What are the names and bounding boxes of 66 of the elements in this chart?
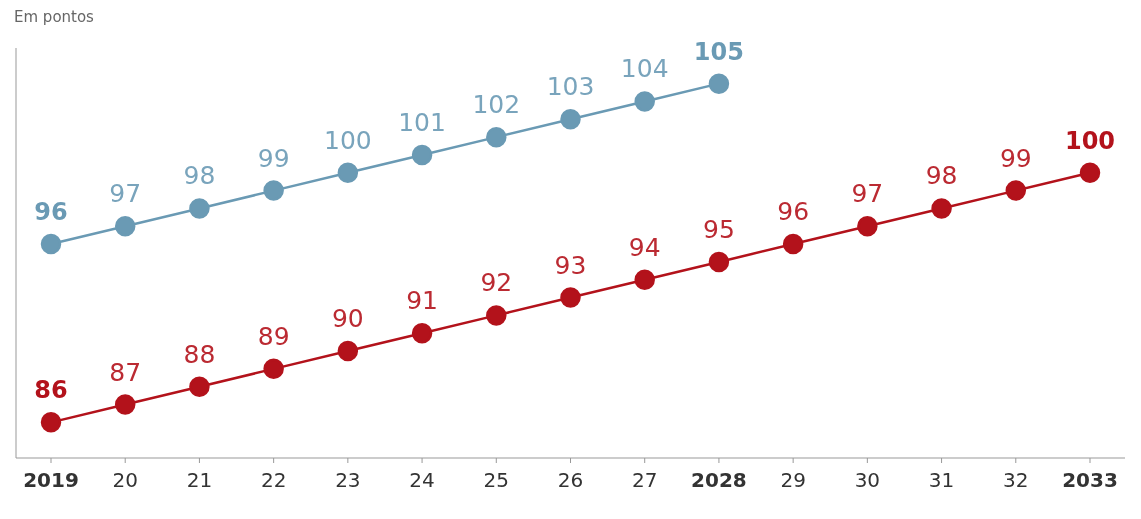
x-tick-label: 31 bbox=[928, 468, 955, 492]
data-label: 86 bbox=[34, 376, 68, 405]
x-tick-label: 27 bbox=[631, 468, 658, 492]
data-label: 98 bbox=[925, 161, 958, 191]
point bbox=[114, 216, 136, 237]
data-label: 101 bbox=[398, 107, 446, 137]
point bbox=[560, 287, 581, 308]
data-label: 93 bbox=[554, 250, 587, 280]
data-label: 96 bbox=[34, 198, 68, 227]
point bbox=[189, 198, 210, 219]
data-label: 105 bbox=[693, 37, 744, 66]
point bbox=[411, 322, 433, 344]
data-label: 103 bbox=[546, 72, 595, 102]
point bbox=[1079, 162, 1101, 184]
x-tick-label: 20 bbox=[112, 468, 138, 492]
x-tick-label: 22 bbox=[260, 468, 287, 492]
data-label: 104 bbox=[620, 54, 669, 84]
point bbox=[40, 412, 62, 433]
point bbox=[708, 73, 730, 94]
data-label: 102 bbox=[472, 90, 521, 120]
point bbox=[263, 358, 284, 380]
x-tick-label: 29 bbox=[780, 468, 806, 492]
data-label: 98 bbox=[183, 161, 216, 191]
point bbox=[1005, 180, 1027, 201]
point bbox=[114, 394, 136, 415]
x-tick-label: 21 bbox=[186, 468, 213, 492]
point bbox=[634, 91, 655, 112]
y-axis-title: Em pontos bbox=[14, 8, 94, 26]
x-tick-label: 2028 bbox=[691, 468, 747, 492]
data-label: 97 bbox=[851, 179, 884, 209]
data-label: 91 bbox=[406, 286, 438, 316]
data-label: 89 bbox=[257, 321, 290, 351]
data-label: 100 bbox=[324, 125, 372, 155]
x-tick-label: 25 bbox=[483, 468, 510, 492]
x-tick-label: 2019 bbox=[23, 468, 79, 492]
point bbox=[708, 251, 730, 273]
point bbox=[411, 144, 433, 166]
data-label: 97 bbox=[109, 179, 142, 209]
point bbox=[486, 126, 507, 148]
x-tick-label: 32 bbox=[1003, 468, 1029, 492]
point bbox=[634, 269, 655, 290]
x-tick-label: 26 bbox=[557, 468, 584, 492]
data-label: 99 bbox=[999, 143, 1032, 173]
data-label: 96 bbox=[777, 197, 810, 227]
point bbox=[857, 216, 878, 237]
data-label: 94 bbox=[628, 232, 661, 262]
data-label: 100 bbox=[1064, 126, 1116, 155]
x-tick-label: 24 bbox=[409, 468, 435, 492]
data-label: 90 bbox=[331, 304, 364, 334]
data-label: 95 bbox=[703, 214, 735, 244]
data-label: 99 bbox=[257, 143, 290, 173]
point bbox=[782, 233, 804, 255]
point bbox=[337, 162, 359, 184]
x-tick-label: 2033 bbox=[1062, 468, 1118, 492]
point bbox=[560, 109, 581, 130]
point bbox=[931, 198, 952, 219]
data-label: 87 bbox=[109, 357, 142, 387]
point bbox=[337, 340, 359, 362]
point bbox=[486, 305, 507, 326]
point bbox=[263, 180, 284, 201]
data-label: 88 bbox=[183, 339, 216, 369]
point bbox=[40, 233, 62, 255]
point bbox=[189, 376, 210, 397]
data-label: 92 bbox=[480, 268, 513, 298]
x-tick-label: 30 bbox=[854, 468, 881, 492]
x-tick-label: 23 bbox=[335, 468, 361, 492]
